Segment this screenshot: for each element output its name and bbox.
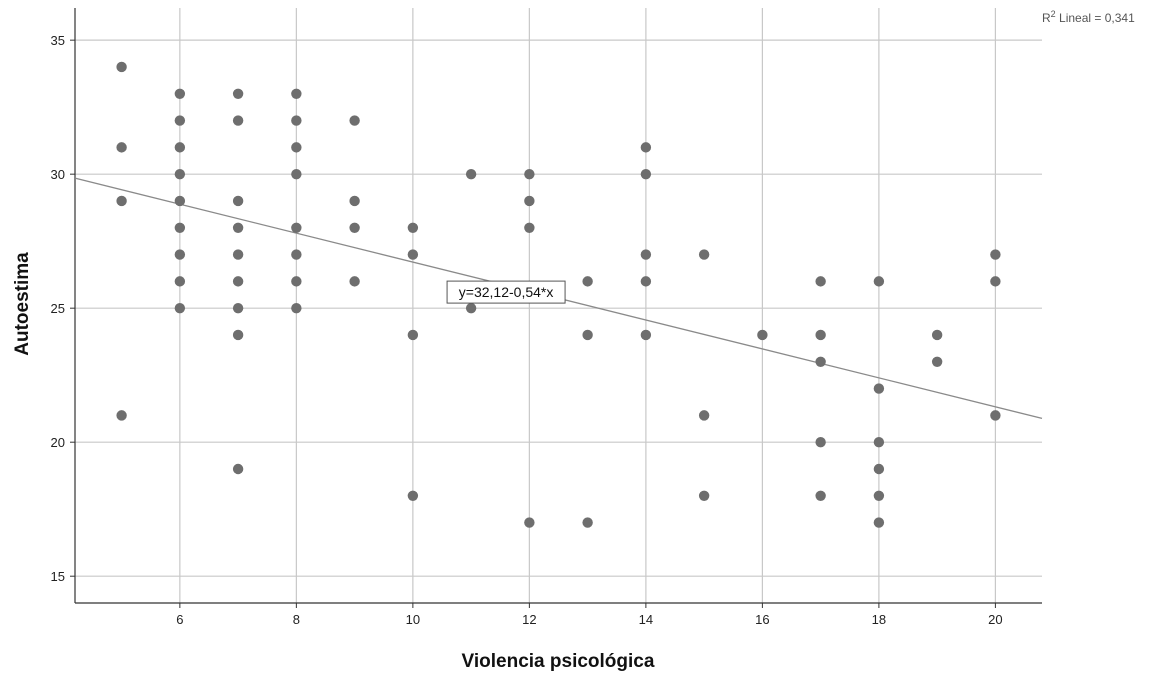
data-point [232, 115, 244, 126]
data-point [698, 410, 710, 421]
data-point [407, 329, 419, 341]
x-tick-label: 20 [988, 612, 1002, 627]
r2-legend: R2 Lineal = 0,341 [1042, 9, 1135, 25]
data-point [349, 276, 360, 287]
data-point [232, 88, 244, 99]
y-tick-label: 20 [51, 435, 65, 450]
x-tick-label: 8 [293, 612, 300, 627]
data-point [640, 249, 652, 260]
data-point [873, 463, 885, 475]
data-point [407, 249, 419, 260]
data-point [174, 142, 186, 153]
data-point [232, 249, 244, 260]
data-point [582, 276, 593, 287]
x-tick-label: 16 [755, 612, 769, 627]
data-point [116, 410, 127, 421]
data-point [931, 329, 943, 341]
y-tick-label: 25 [51, 301, 65, 316]
data-point [698, 490, 710, 501]
data-point [349, 195, 360, 207]
data-point [465, 168, 477, 180]
data-point [815, 436, 826, 448]
data-point [291, 276, 302, 287]
data-point [232, 276, 244, 287]
data-point [524, 517, 535, 528]
x-tick-label: 10 [406, 612, 420, 627]
data-point [349, 115, 360, 126]
labels: 6 8 10 12 14 16 18 20 15 20 25 30 35 y=32,12-0,54*x [51, 33, 1003, 627]
y-tick-label: 15 [51, 569, 65, 584]
data-point [116, 142, 127, 153]
data-point [815, 490, 826, 501]
data-point [990, 249, 1001, 260]
y-tick-label: 30 [51, 167, 65, 182]
data-point [232, 302, 244, 314]
data-point [873, 490, 885, 501]
data-point [931, 356, 943, 367]
equation-label: y=32,12-0,54*x [459, 284, 554, 300]
data-point [291, 222, 302, 233]
data-point [407, 490, 419, 501]
data-point [174, 249, 186, 260]
x-axis-title: Violencia psicológica [462, 651, 655, 672]
x-tick-label: 12 [522, 612, 536, 627]
data-point [407, 222, 419, 233]
data-point [174, 222, 186, 233]
data-point [174, 168, 186, 180]
data-point [174, 195, 186, 207]
x-tick-label: 18 [872, 612, 886, 627]
data-point [640, 168, 652, 180]
data-point [232, 222, 244, 233]
data-point [524, 222, 535, 233]
data-point [873, 517, 885, 528]
data-point [291, 249, 302, 260]
data-point [349, 222, 360, 233]
data-point [232, 195, 244, 207]
data-point [640, 329, 652, 341]
data-point [873, 436, 885, 448]
data-point [174, 276, 186, 287]
data-point [815, 329, 826, 341]
data-point [174, 302, 186, 314]
data-point [291, 115, 302, 126]
data-point [174, 115, 186, 126]
data-point [232, 329, 244, 341]
data-point [698, 249, 710, 260]
x-tick-label: 6 [176, 612, 183, 627]
data-point [873, 276, 885, 287]
data-point [640, 276, 652, 287]
data-point [990, 276, 1001, 287]
data-point [524, 168, 535, 180]
equation-box [446, 280, 566, 304]
axes [70, 8, 1042, 608]
data-point [174, 88, 186, 99]
y-tick-label: 35 [51, 33, 65, 48]
data-point [465, 302, 477, 314]
data-point [582, 517, 593, 528]
grid [75, 8, 1042, 603]
data-point [873, 383, 885, 394]
data-point [815, 356, 826, 367]
data-points [116, 61, 1001, 528]
data-point [291, 142, 302, 153]
data-point [757, 329, 768, 341]
data-point [815, 276, 826, 287]
data-point [524, 195, 535, 207]
data-point [291, 302, 302, 314]
data-point [232, 463, 244, 475]
y-axis-title: Autoestima [12, 252, 33, 356]
data-point [640, 142, 652, 153]
data-point [116, 195, 127, 207]
data-point [291, 88, 302, 99]
data-point [291, 168, 302, 180]
data-point [116, 61, 127, 73]
data-point [582, 329, 593, 341]
data-point [990, 410, 1001, 421]
x-tick-label: 14 [639, 612, 653, 627]
